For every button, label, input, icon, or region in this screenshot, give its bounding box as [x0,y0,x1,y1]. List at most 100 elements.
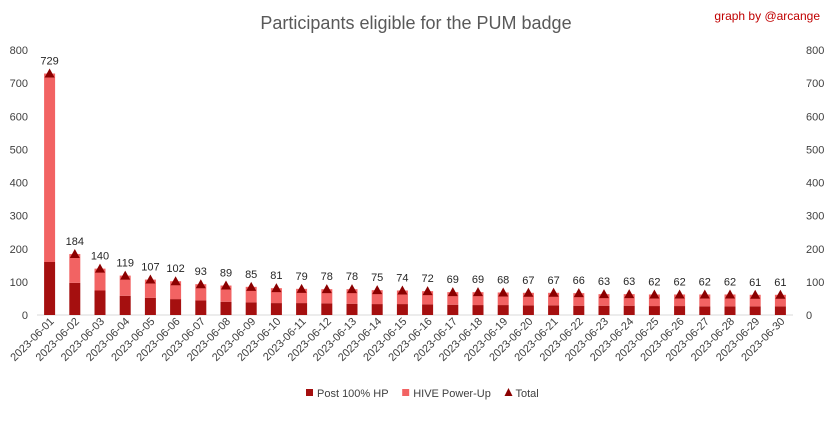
credit-label: graph by @arcange [714,9,820,23]
bar-hive-power-up [774,294,786,307]
total-marker [271,283,282,293]
y-tick-label-left: 200 [10,244,28,256]
bar-post-100-hp [724,306,736,315]
bar-hive-power-up [220,285,232,302]
bar-post-100-hp [422,304,434,315]
bar-hive-power-up [447,292,459,305]
bar-post-100-hp [674,306,686,315]
bar-hive-power-up [699,294,711,307]
bar-post-100-hp [522,305,534,315]
total-marker [725,289,735,299]
y-tick-label-right: 500 [806,144,824,156]
bar-post-100-hp [623,305,635,315]
bar-hive-power-up [674,294,686,307]
total-marker [548,287,559,297]
bar-hive-power-up [119,275,131,296]
total-marker [775,289,786,299]
y-tick-label-right: 100 [806,277,824,289]
total-data-label: 78 [321,271,333,283]
total-marker [69,249,80,259]
bar-hive-power-up [296,288,308,304]
bar-post-100-hp [699,306,711,315]
total-marker [624,289,635,299]
bar-hive-power-up [648,294,660,307]
total-data-label: 67 [547,275,559,287]
bar-post-100-hp [94,290,106,315]
bar-hive-power-up [321,289,333,304]
bar-post-100-hp [144,297,156,315]
total-marker [372,285,383,295]
total-marker [573,288,584,298]
total-data-label: 62 [673,276,685,288]
total-marker [523,287,534,297]
bar-hive-power-up [346,289,358,304]
total-data-label: 67 [522,275,534,287]
bar-post-100-hp [119,295,131,315]
total-data-label: 89 [220,268,232,280]
total-data-label: 119 [116,258,134,270]
total-data-label: 107 [141,262,159,274]
bar-hive-power-up [371,290,383,305]
y-tick-label-left: 0 [22,310,28,322]
total-data-label: 729 [40,56,58,68]
bar-post-100-hp [321,303,333,315]
bar-post-100-hp [447,304,459,315]
total-marker [321,284,332,294]
bar-post-100-hp [296,303,308,315]
total-markers: 729 184 140 119 107 102 93 89 85 81 79 78 78 75 74 72 69… [40,56,787,299]
bar-hive-power-up [170,281,182,300]
bar-hive-power-up [94,268,106,291]
bar-post-100-hp [573,305,585,315]
legend-label: HIVE Power-Up [413,388,491,400]
total-data-label: 69 [472,274,484,286]
bar-hive-power-up [69,254,81,283]
bar-post-100-hp [170,299,182,315]
total-data-label: 184 [66,236,84,248]
bar-hive-power-up [472,292,484,306]
total-marker [296,283,307,293]
bar-hive-power-up [270,288,282,304]
total-data-label: 79 [295,271,307,283]
total-data-label: 62 [724,276,736,288]
chart-title: Participants eligible for the PUM badge [260,13,571,33]
y-tick-label-left: 300 [10,211,28,223]
y-tick-label-right: 600 [806,111,824,123]
total-marker [347,284,357,294]
y-tick-label-left: 100 [10,277,28,289]
y-tick-label-left: 400 [10,178,28,190]
bar-post-100-hp [598,305,610,315]
bar-post-100-hp [69,282,81,315]
bar-post-100-hp [346,303,358,315]
total-data-label: 63 [623,276,635,288]
total-data-label: 61 [774,277,786,289]
bar-hive-power-up [144,279,156,298]
bar-hive-power-up [749,294,761,307]
total-data-label: 85 [245,269,257,281]
total-data-label: 74 [396,272,408,284]
y-tick-label-right: 400 [806,178,824,190]
total-data-label: 102 [166,263,184,275]
legend-label: Post 100% HP [317,388,389,400]
total-marker [246,281,257,291]
total-marker [422,286,433,296]
total-data-label: 69 [447,274,459,286]
total-marker [95,263,105,273]
total-data-label: 61 [749,277,761,289]
total-marker [498,287,509,297]
y-tick-label-right: 200 [806,244,824,256]
bar-hive-power-up [623,294,635,306]
total-marker [649,289,660,299]
bar-post-100-hp [245,302,257,315]
total-marker [599,289,609,299]
bar-hive-power-up [245,286,257,303]
total-data-label: 63 [598,276,610,288]
bar-post-100-hp [371,304,383,315]
bar-post-100-hp [497,305,509,315]
legend-label: Total [516,388,539,400]
total-marker [195,279,206,289]
bar-post-100-hp [396,304,408,315]
total-marker [44,68,55,78]
bar-hive-power-up [396,290,408,305]
bar-post-100-hp [548,305,560,315]
y-tick-label-left: 800 [10,45,28,57]
